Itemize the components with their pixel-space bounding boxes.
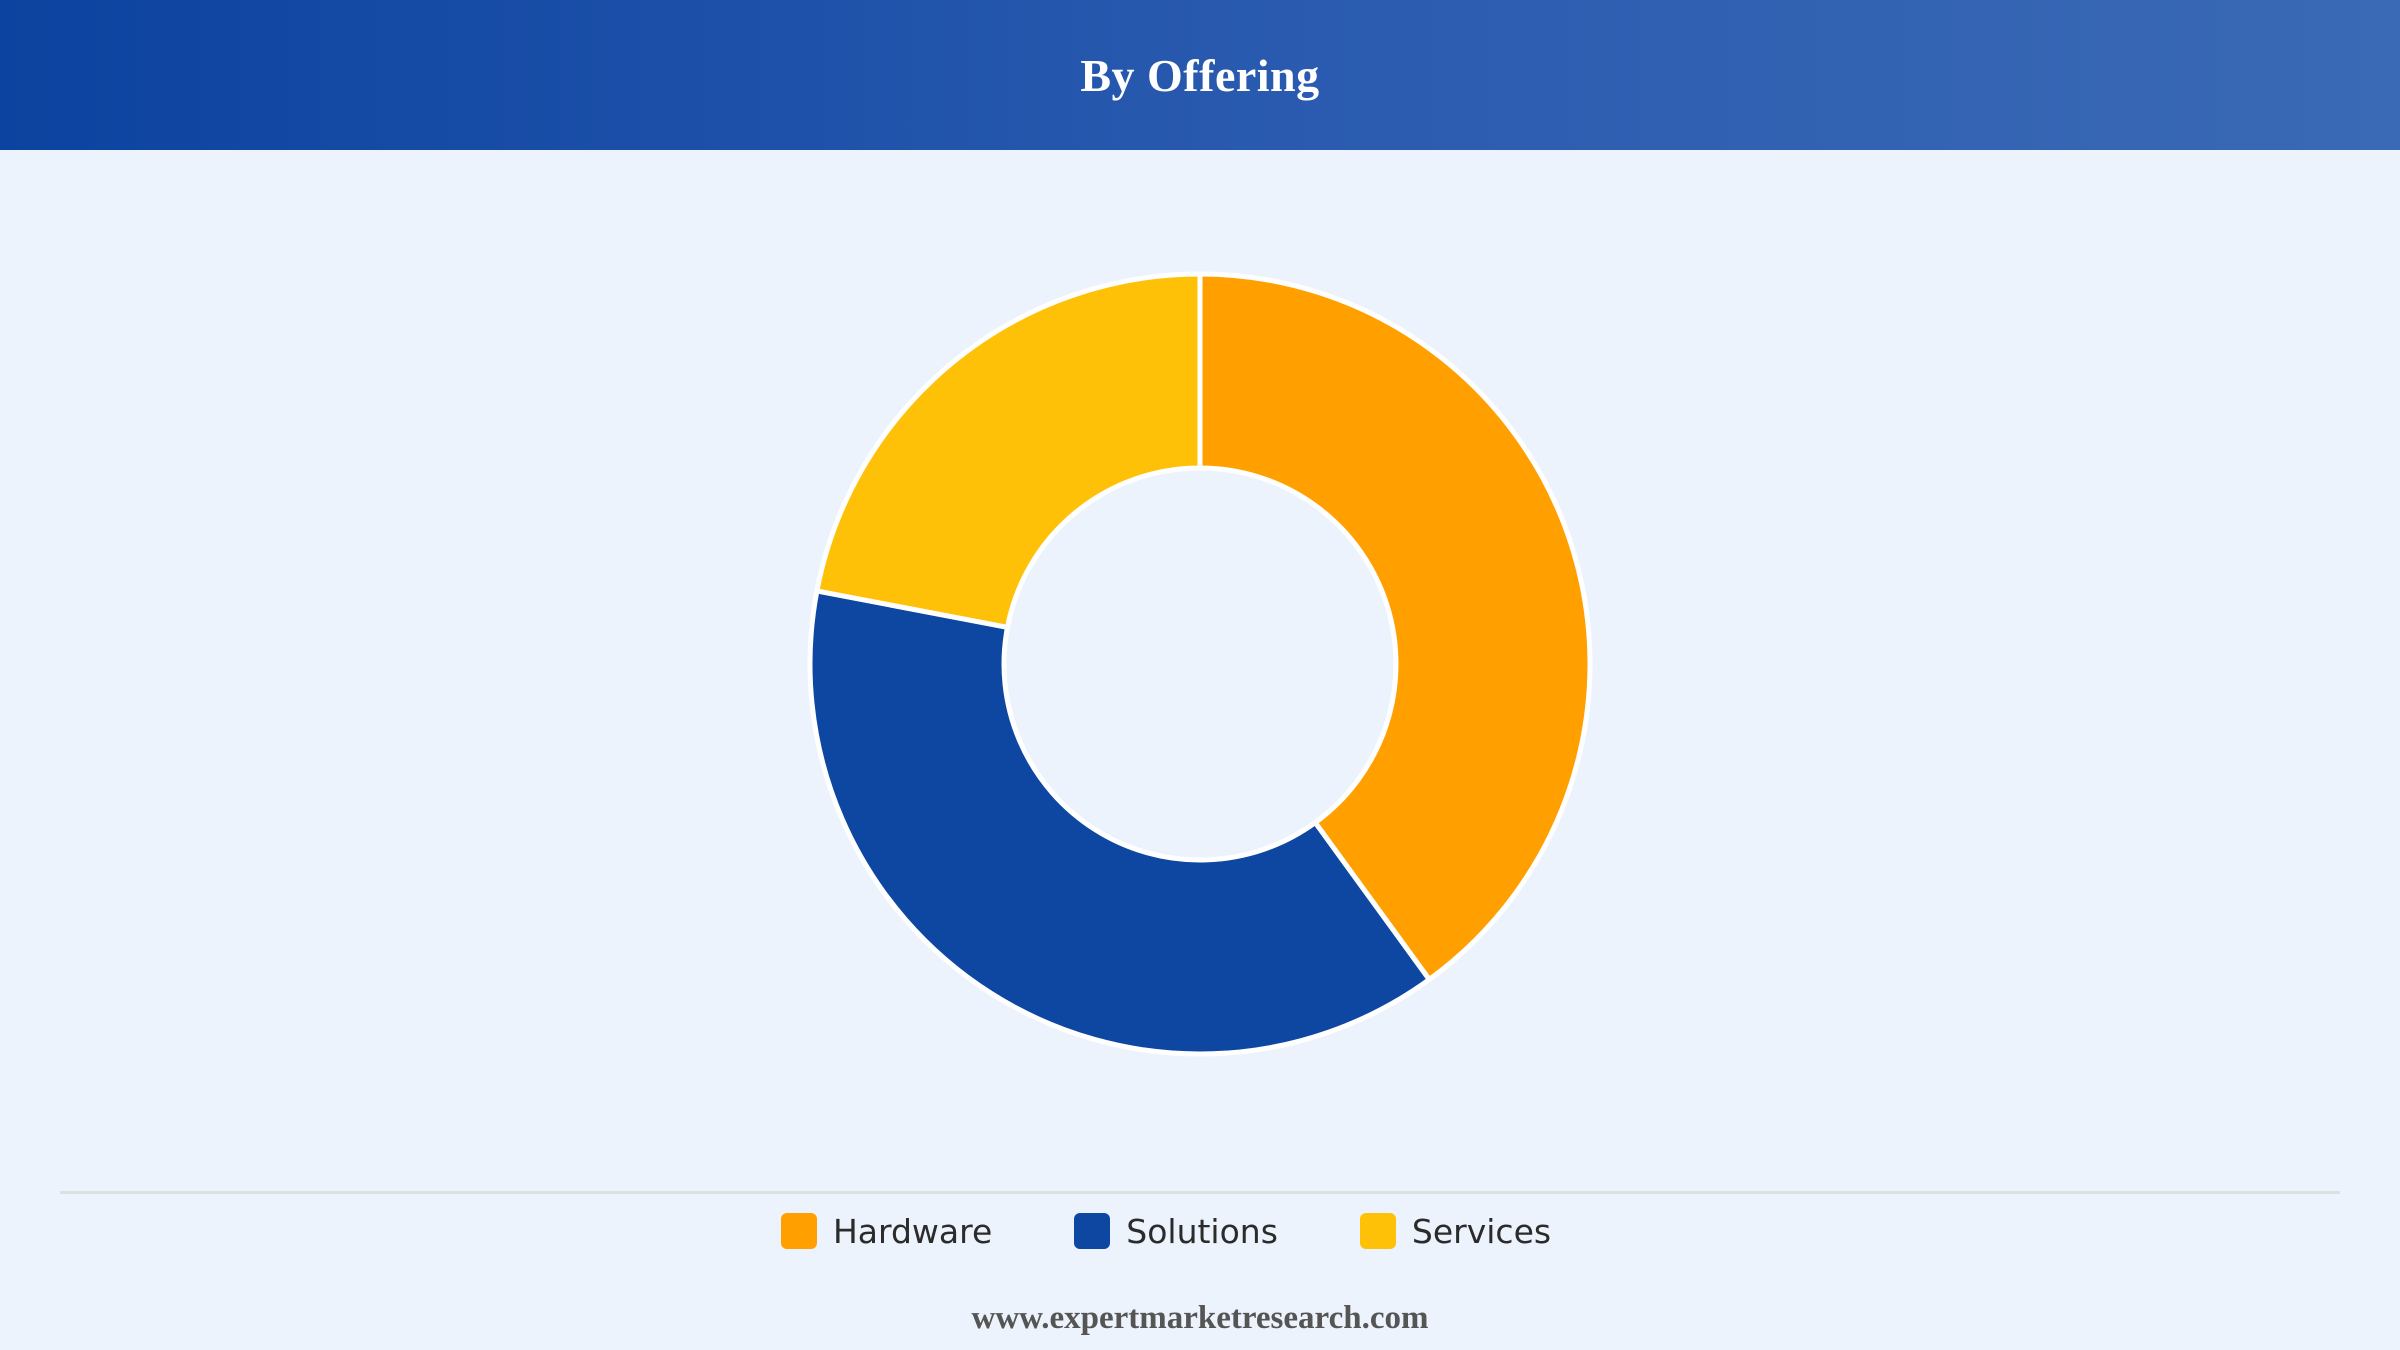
slice-services[interactable] (814, 271, 1203, 630)
legend-swatch (1359, 1213, 1396, 1249)
legend-label: Services (1411, 1211, 1552, 1251)
source-url: www.expertmarketresearch.com (971, 1300, 1429, 1336)
legend-swatch (780, 1213, 817, 1249)
legend-label: Hardware (832, 1211, 993, 1251)
legend-item-hardware[interactable]: Hardware (780, 1211, 993, 1251)
legend-divider (60, 1191, 2340, 1194)
legend-swatch (1074, 1213, 1111, 1249)
donut-chart (807, 271, 1593, 1057)
chart-title: By Offering (1080, 49, 1320, 101)
chart-header: By Offering (0, 0, 2400, 150)
slice-solutions[interactable] (807, 588, 1432, 1057)
legend-item-services[interactable]: Services (1359, 1211, 1552, 1251)
legend-item-solutions[interactable]: Solutions (1074, 1212, 1278, 1251)
chart-legend: Hardware Solutions Services (0, 1205, 2400, 1257)
slice-hardware[interactable] (1197, 271, 1593, 983)
legend-label: Solutions (1126, 1211, 1278, 1251)
